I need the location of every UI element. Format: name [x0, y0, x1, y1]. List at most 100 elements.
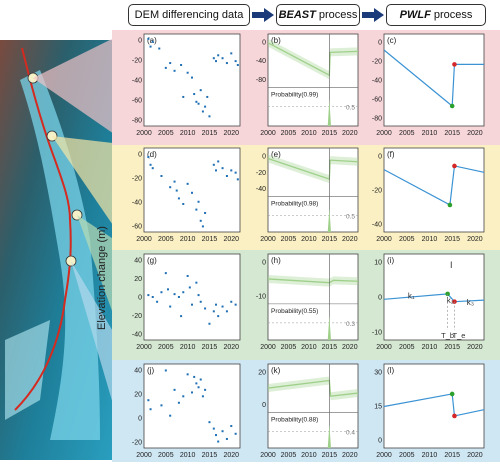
data-point [182, 395, 185, 398]
beast-xtick-label: 2005 [281, 130, 297, 137]
data-point [197, 102, 200, 105]
beast-ytick-label: -40 [256, 58, 266, 65]
wedge-2 [52, 136, 130, 250]
data-point [156, 300, 159, 303]
pwlf-xtick-label: 2020 [467, 344, 483, 351]
beast-xtick-label: 2000 [260, 130, 276, 137]
data-point [186, 373, 189, 376]
dem-panel-3 [143, 253, 241, 341]
dem-ytick-label: -60 [132, 98, 142, 105]
data-point [221, 305, 224, 308]
pwlf-panel-label-4: (l) [387, 366, 394, 375]
data-point [186, 71, 189, 74]
beast-xtick-label: 2015 [322, 130, 338, 137]
data-point [217, 315, 220, 318]
beast-ytick-label: -80 [256, 77, 266, 84]
beast-panel-1 [267, 33, 359, 127]
dem-ytick-label: -20 [132, 440, 142, 447]
dem-ytick-label: 0 [138, 152, 142, 159]
dem-ytick-label: -40 [132, 332, 142, 339]
beast-uncertainty-band [268, 38, 358, 80]
dem-panel-label-1: (a) [147, 36, 157, 45]
data-point [173, 69, 176, 72]
beast-trend-line [267, 42, 359, 77]
data-point [197, 200, 200, 203]
data-point [199, 300, 202, 303]
dem-ytick-label: 20 [134, 392, 142, 399]
data-point [236, 178, 239, 181]
beast-xtick-label: 2015 [322, 452, 338, 459]
data-point [221, 430, 224, 433]
dem-panel-4 [143, 363, 241, 449]
breakpoint-start [449, 103, 455, 109]
data-point [208, 421, 211, 424]
beast-xtick-label: 2010 [301, 344, 317, 351]
data-point [204, 105, 207, 108]
beast-xtick-label: 2020 [342, 344, 358, 351]
data-point [160, 175, 163, 177]
data-point [158, 47, 161, 50]
beast-xtick-label: 2005 [281, 452, 297, 459]
probability-label-1: Probability(0.99) [271, 91, 318, 98]
data-point [230, 300, 233, 303]
pwlf-ytick-label: 0 [378, 154, 382, 161]
probability-label-4: Probability(0.88) [271, 417, 318, 424]
data-point [180, 315, 183, 318]
data-point [186, 274, 189, 277]
data-point [199, 219, 202, 222]
dem-xtick-label: 2015 [202, 236, 218, 243]
pwlf-xtick-label: 2005 [399, 452, 415, 459]
data-point [173, 388, 176, 391]
pwlf-ytick-label: 10 [374, 260, 382, 267]
dem-panel-label-2: (d) [147, 150, 157, 159]
data-point [215, 303, 217, 306]
dem-panel-2 [143, 147, 241, 233]
pwlf-xtick-label: 2015 [444, 452, 460, 459]
data-point [217, 440, 220, 443]
beast-panel-label-1: (b) [271, 36, 281, 45]
data-point [201, 225, 204, 228]
data-point [221, 167, 224, 170]
header-dem: DEM differencing data [128, 4, 250, 26]
pwlf-ytick-label: -40 [372, 222, 382, 229]
annotation-te: T_e [453, 331, 466, 340]
pwlf-panel-2 [383, 147, 485, 233]
beast-xtick-label: 2000 [260, 344, 276, 351]
beast-ytick-label: -40 [256, 186, 266, 193]
beast-ytick-label: -10 [256, 293, 266, 300]
data-point [177, 197, 180, 200]
pwlf-xtick-label: 2020 [467, 452, 483, 459]
beast-ytick-label: 0 [262, 260, 266, 267]
pwlf-xtick-label: 2005 [399, 236, 415, 243]
header-pwlf: PWLF process [386, 4, 486, 26]
pwlf-ytick-label: -80 [372, 116, 382, 123]
beast-uncertainty-band [268, 154, 358, 184]
beast-xtick-label: 2015 [322, 344, 338, 351]
probability-label-3: Probability(0.55) [271, 308, 318, 315]
dem-ytick-label: 40 [134, 368, 142, 375]
pwlf-ytick-label: -60 [372, 97, 382, 104]
pwlf-panel-label-2: (f) [387, 150, 395, 159]
pwlf-xtick-label: 2000 [376, 344, 392, 351]
dem-xtick-label: 2000 [136, 344, 152, 351]
annotation-k3: k₃ [467, 298, 474, 307]
pwlf-xtick-label: 2020 [467, 130, 483, 137]
data-point [212, 57, 215, 60]
data-point [206, 95, 209, 98]
data-point [164, 369, 167, 372]
beast-xtick-label: 2010 [301, 236, 317, 243]
probability-spike [327, 424, 331, 448]
dem-xtick-label: 2020 [223, 130, 239, 137]
data-point [147, 155, 150, 158]
data-point [201, 395, 204, 398]
probability-spike [327, 208, 331, 232]
beast-xtick-label: 2000 [260, 236, 276, 243]
dem-xtick-label: 2000 [136, 452, 152, 459]
data-point [151, 40, 154, 43]
pwlf-xtick-label: 2015 [444, 344, 460, 351]
probability-threshold: 0.4 [346, 430, 355, 437]
data-point [169, 305, 172, 308]
pwlf-ytick-label: 0 [378, 295, 382, 302]
arrow-right-icon [252, 8, 274, 22]
pwlf-line [383, 49, 484, 108]
